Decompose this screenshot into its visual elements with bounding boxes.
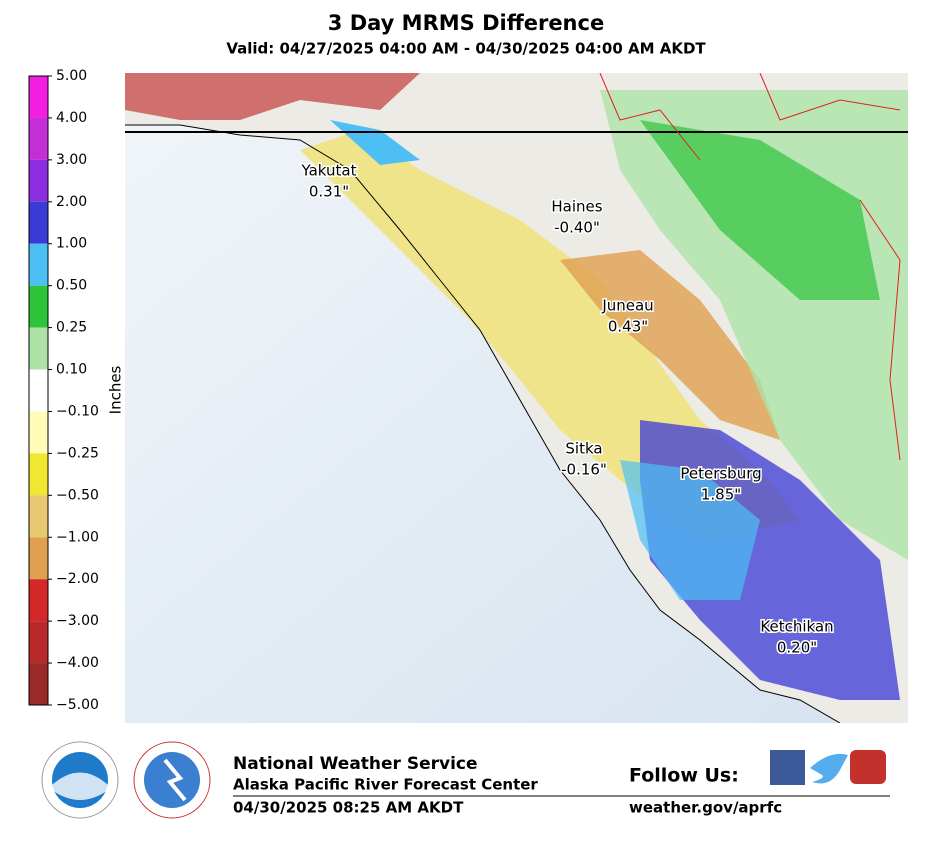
colorbar-tick-label: −0.25 [56, 445, 99, 461]
colorbar-tick-label: 1.00 [56, 236, 87, 252]
station-name: Juneau [601, 297, 653, 315]
station-value: 0.20" [777, 639, 817, 657]
colorbar-bin [29, 76, 48, 118]
office: Alaska Pacific River Forecast Center [233, 776, 538, 794]
map [125, 73, 908, 723]
colorbar-bin [29, 327, 48, 370]
station-value: -0.40" [554, 219, 600, 237]
station-name: Sitka [565, 440, 602, 458]
title: 3 Day MRMS Difference [328, 11, 604, 35]
colorbar-bin [29, 159, 48, 202]
twitter-icon[interactable] [810, 753, 848, 784]
station-value: 0.31" [309, 183, 349, 201]
colorbar-tick-label: 0.25 [56, 320, 87, 336]
colorbar-frame [28, 75, 49, 706]
colorbar-bin [29, 201, 48, 244]
colorbar-tick-label: 3.00 [56, 152, 87, 168]
precip [560, 250, 780, 440]
colorbar-bin [29, 621, 48, 664]
station-value: 0.43" [608, 318, 648, 336]
station-value: -0.16" [561, 461, 607, 479]
colorbar-label: Inches [107, 365, 125, 414]
colorbar-tick-label: −0.10 [56, 403, 99, 419]
colorbar-tick-label: −1.00 [56, 529, 99, 545]
colorbar-bin [29, 537, 48, 580]
colorbar-tick-label: 0.10 [56, 362, 87, 378]
colorbar-bin [29, 243, 48, 286]
colorbar-tick-label: −2.00 [56, 571, 99, 587]
colorbar-tick-label: 2.00 [56, 194, 87, 210]
precip [640, 120, 880, 300]
follow: Follow Us: [629, 765, 739, 787]
colorbar-bin [29, 579, 48, 622]
coastline [125, 124, 841, 723]
url: weather.gov/aprfc [629, 799, 782, 817]
youtube-icon[interactable] [850, 750, 886, 784]
colorbar-tick-label: −0.50 [56, 487, 99, 503]
colorbar-bin [29, 369, 48, 412]
roads [599, 73, 901, 461]
noaa-logo [41, 741, 119, 819]
colorbar-bin [29, 411, 48, 454]
precip [620, 460, 760, 600]
colorbar-tick-label: 5.00 [56, 68, 87, 84]
subtitle: Valid: 04/27/2025 04:00 AM - 04/30/2025 … [226, 40, 706, 58]
station-name: Yakutat [301, 162, 357, 180]
colorbar-tick-label: −5.00 [56, 697, 99, 713]
facebook-icon[interactable] [770, 750, 805, 785]
station-name: Haines [551, 198, 602, 216]
nws-logo [133, 741, 211, 819]
colorbar-tick-label: 4.00 [56, 110, 87, 126]
station-name: Ketchikan [760, 618, 833, 636]
station-value: 1.85" [701, 486, 741, 504]
precip [125, 73, 420, 120]
colorbar-tick-label: −4.00 [56, 655, 99, 671]
colorbar-tick-label: −3.00 [56, 613, 99, 629]
timestamp: 04/30/2025 08:25 AM AKDT [233, 799, 464, 817]
colorbar-bin [29, 285, 48, 328]
station-name: Petersburg [680, 465, 761, 483]
colorbar-bin [29, 453, 48, 496]
colorbar-bin [29, 117, 48, 160]
colorbar-bin [29, 663, 48, 705]
agency: National Weather Service [233, 754, 478, 774]
colorbar-bin [29, 495, 48, 538]
colorbar-tick-label: 0.50 [56, 278, 87, 294]
